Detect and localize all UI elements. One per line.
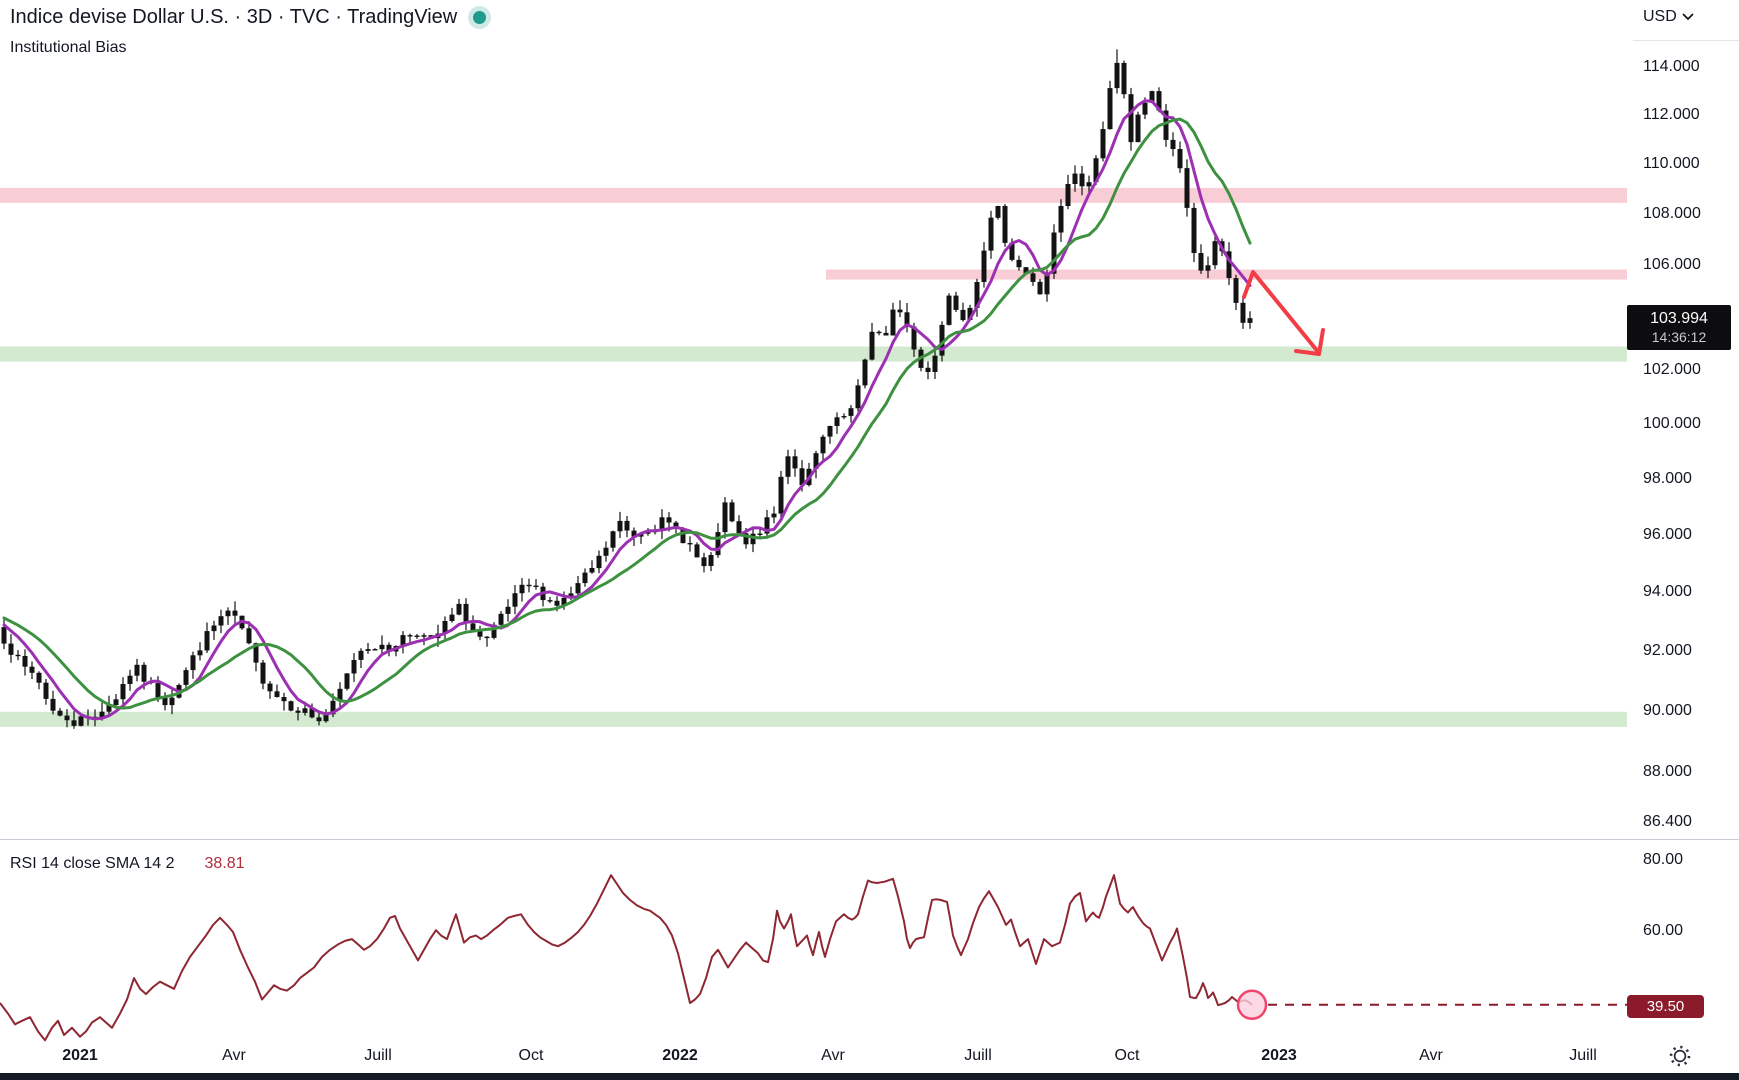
settings-gear-icon[interactable] [1666,1042,1694,1070]
time-axis-label: Juill [1569,1047,1597,1064]
time-axis-label: Oct [518,1047,544,1064]
time-axis-label: Oct [1114,1047,1140,1064]
window-bottom-border [0,1073,1739,1080]
time-axis-label: 2021 [62,1047,98,1064]
time-axis-label: 2023 [1261,1047,1297,1064]
time-axis-label: Juill [364,1047,392,1064]
rsi-legend-text: RSI 14 close SMA 14 2 [10,855,175,872]
symbol-title-row[interactable]: Indice devise Dollar U.S. · 3D · TVC · T… [10,6,487,29]
time-axis-label: 2022 [662,1047,698,1064]
time-axis-label: Avr [1419,1047,1443,1064]
last-price-value: 103.994 [1650,310,1708,327]
last-price-label: 103.994 14:36:12 [1627,305,1731,350]
chevron-down-icon [1682,8,1694,26]
time-axis-label: Avr [222,1047,246,1064]
last-price-time: 14:36:12 [1651,329,1707,345]
panel-separator [0,839,1739,840]
currency-label: USD [1643,8,1677,25]
rsi-current-value: 38.81 [204,855,245,872]
time-axis[interactable]: 2021 Avr Juill Oct 2022 Avr Juill Oct 2023 Avr Jui… [0,1047,1739,1071]
time-axis-label: Juill [964,1047,992,1064]
chart-title[interactable]: Indice devise Dollar U.S. · 3D · TVC · T… [10,6,458,28]
rsi-indicator-legend[interactable]: RSI 14 close SMA 14 2 38.81 [10,855,245,873]
time-axis-label: Avr [821,1047,845,1064]
currency-selector[interactable]: USD [1643,8,1694,26]
market-status-dot-icon [473,11,487,24]
indicator-label-institutional-bias[interactable]: Institutional Bias [10,39,127,56]
chart-legend: Indice devise Dollar U.S. · 3D · TVC · T… [10,6,487,57]
currency-underline [1633,40,1739,41]
rsi-level-label: 39.50 [1627,995,1704,1018]
